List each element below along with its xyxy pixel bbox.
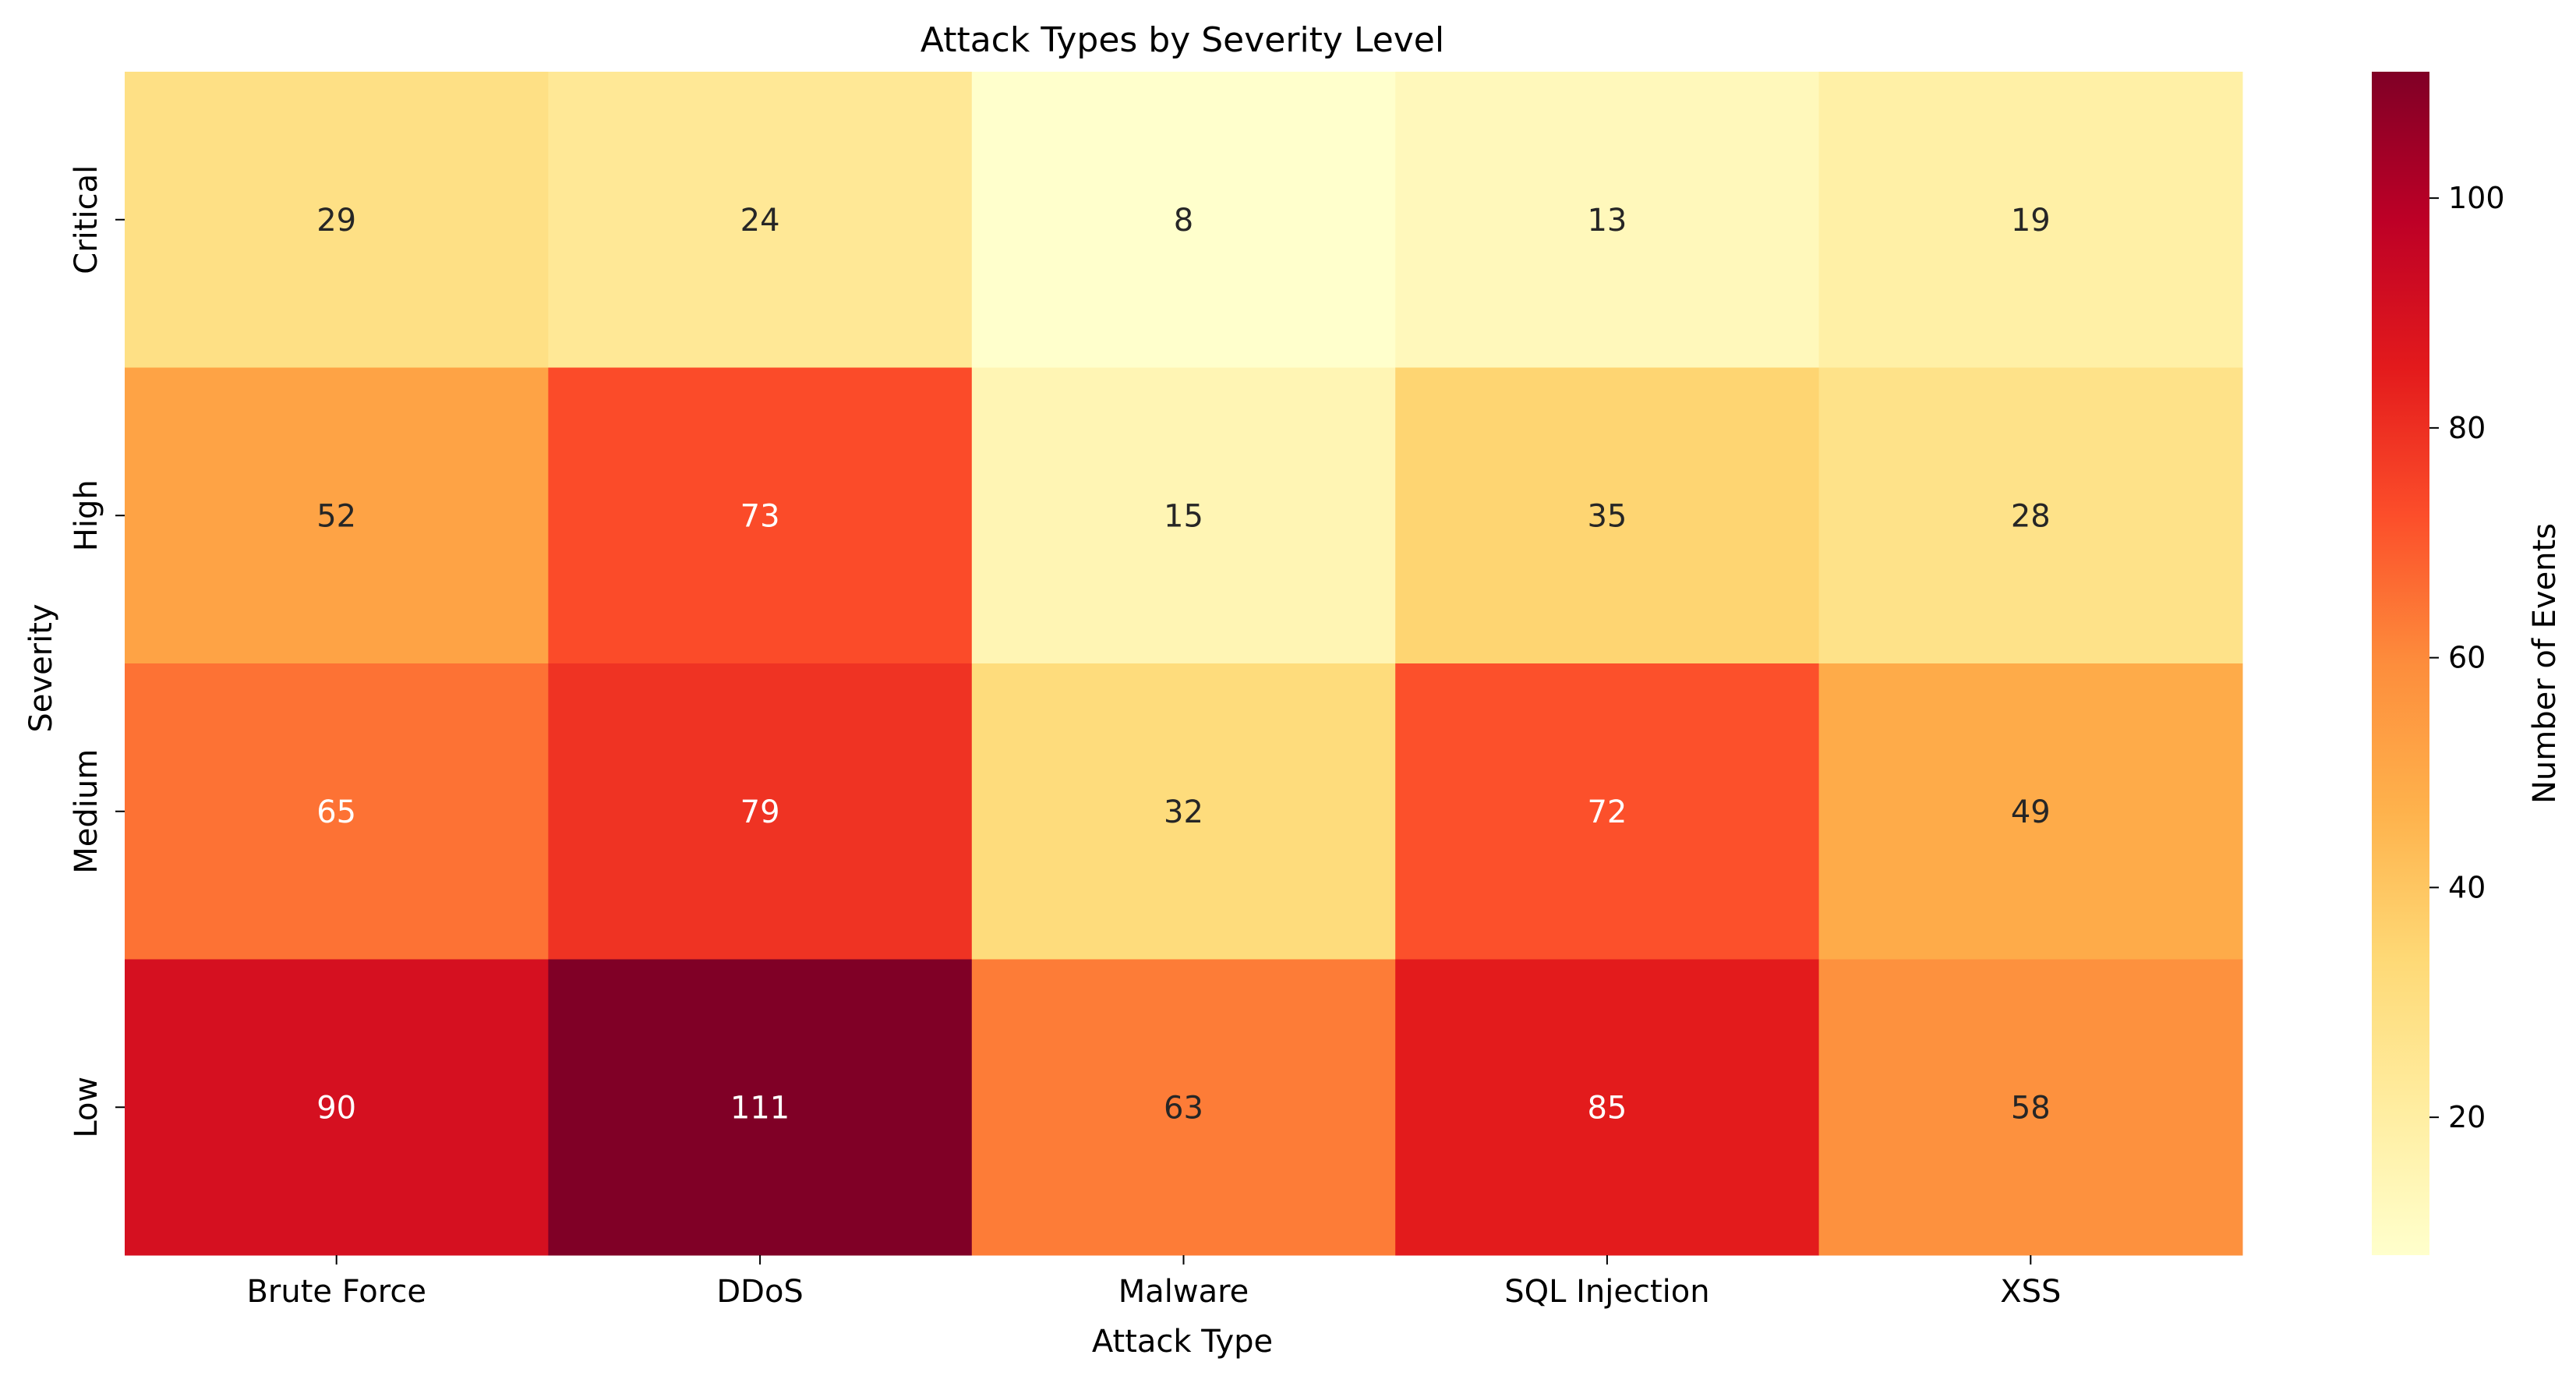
cell-value-label: 85	[1587, 1090, 1627, 1126]
cell-value-label: 8	[1174, 203, 1193, 239]
heatmap-cell	[125, 959, 549, 1256]
colorbar-gradient	[2372, 72, 2429, 1255]
cell-value-label: 13	[1587, 203, 1627, 239]
cell-value-label: 32	[1164, 794, 1203, 830]
x-tick-label: Brute Force	[246, 1274, 426, 1310]
x-tick-label: Malware	[1118, 1274, 1249, 1310]
cell-value-label: 72	[1587, 794, 1627, 830]
y-axis: Critical High Medium Low	[69, 165, 125, 1138]
x-tick-label: SQL Injection	[1504, 1274, 1709, 1310]
cell-value-label: 28	[2011, 498, 2051, 534]
heatmap-cell	[1818, 959, 2243, 1256]
y-tick-label: Critical	[69, 165, 104, 274]
heatmap-cell	[548, 959, 973, 1256]
y-tick-label: Medium	[69, 749, 104, 874]
cell-value-label: 29	[316, 203, 356, 239]
x-tick-label: XSS	[2000, 1274, 2061, 1310]
cell-value-label: 90	[316, 1090, 356, 1126]
cell-value-label: 63	[1164, 1090, 1203, 1126]
colorbar-tick-label: 20	[2448, 1100, 2486, 1134]
heatmap-cell	[548, 72, 973, 368]
heatmap-cell	[1395, 959, 1820, 1256]
y-tick-label: Low	[69, 1077, 104, 1138]
chart-title: Attack Types by Severity Level	[921, 20, 1444, 60]
x-axis-label: Attack Type	[1092, 1324, 1273, 1360]
cell-value-label: 111	[730, 1090, 790, 1126]
cell-value-label: 49	[2011, 794, 2051, 830]
heatmap-cell	[548, 367, 973, 664]
colorbar-tick-label: 100	[2448, 181, 2505, 215]
x-tick-label: DDoS	[716, 1274, 803, 1310]
heatmap-cell	[1818, 367, 2243, 664]
cell-value-label: 65	[316, 794, 356, 830]
colorbar: 20 40 60 80 100	[2372, 72, 2505, 1255]
heatmap-cell	[971, 959, 1396, 1256]
heatmap-cell	[125, 72, 549, 368]
cell-value-label: 79	[740, 794, 780, 830]
colorbar-tick-label: 40	[2448, 870, 2486, 904]
heatmap-cell	[548, 663, 973, 960]
y-tick-label: High	[69, 479, 104, 551]
heatmap-cell	[1395, 367, 1820, 664]
cell-value-label: 24	[740, 203, 780, 239]
colorbar-tick-label: 80	[2448, 411, 2486, 445]
heatmap-cells: 29 24 8 13 19 52 73 15 35 28 65 79 32 72 49 90 111 63 85 58	[125, 72, 2243, 1256]
heatmap-cell	[1395, 663, 1820, 960]
cell-value-label: 15	[1164, 498, 1203, 534]
cell-value-label: 35	[1587, 498, 1627, 534]
y-axis-label: Severity	[23, 603, 59, 732]
heatmap-cell	[971, 72, 1396, 368]
colorbar-label: Number of Events	[2527, 523, 2563, 804]
heatmap-cell	[1818, 663, 2243, 960]
colorbar-tick-label: 60	[2448, 641, 2486, 675]
heatmap-cell	[1395, 72, 1820, 368]
cell-value-label: 58	[2011, 1090, 2051, 1126]
heatmap-cell	[125, 663, 549, 960]
cell-value-label: 73	[740, 498, 780, 534]
heatmap-cell	[971, 367, 1396, 664]
heatmap-cell	[971, 663, 1396, 960]
x-axis: Brute Force DDoS Malware SQL Injection XSS	[246, 1255, 2061, 1310]
cell-value-label: 19	[2011, 203, 2051, 239]
cell-value-label: 52	[316, 498, 356, 534]
heatmap-cell	[1818, 72, 2243, 368]
heatmap-cell	[125, 367, 549, 664]
